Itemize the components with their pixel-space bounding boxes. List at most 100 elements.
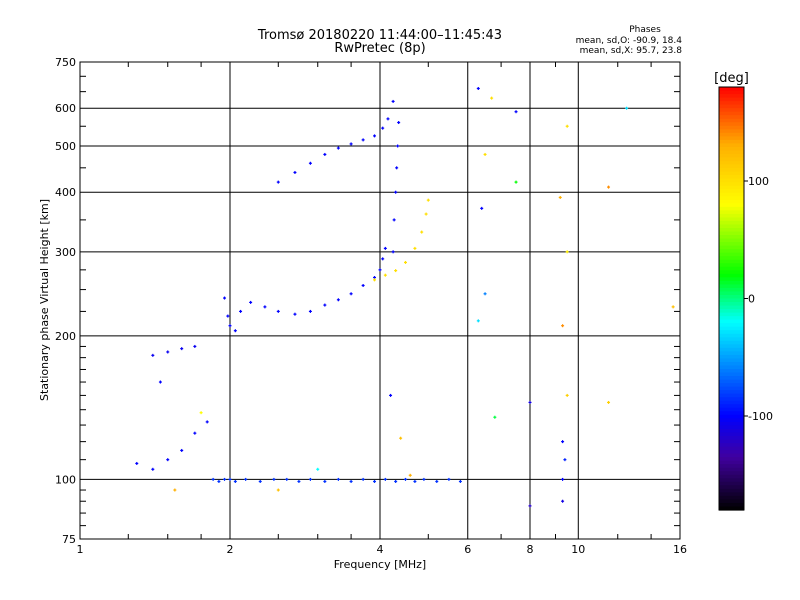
colorbar-band — [719, 150, 744, 155]
y-tick-label: 75 — [62, 533, 76, 546]
colorbar-band — [719, 446, 744, 451]
data-point — [205, 420, 209, 424]
data-markers — [135, 86, 675, 508]
colorbar-label: [deg] — [714, 71, 749, 86]
data-point — [476, 319, 480, 323]
x-tick-label: 10 — [571, 543, 585, 556]
data-point — [383, 273, 387, 277]
data-point — [528, 400, 532, 404]
data-point — [349, 479, 353, 483]
data-point — [396, 144, 400, 148]
data-point — [671, 305, 675, 309]
colorbar-band — [719, 372, 744, 377]
data-point — [151, 467, 155, 471]
colorbar-band — [719, 192, 744, 197]
x-tick-label: 8 — [527, 543, 534, 556]
y-tick-label: 600 — [55, 102, 76, 115]
colorbar-band — [719, 471, 744, 476]
data-point — [403, 477, 407, 481]
colorbar-band — [719, 224, 744, 229]
colorbar-band — [719, 115, 744, 120]
data-point — [308, 161, 312, 165]
data-point — [389, 393, 393, 397]
colorbar-band — [719, 101, 744, 106]
data-point — [297, 479, 301, 483]
data-point — [361, 283, 365, 287]
y-tick-label: 400 — [55, 186, 76, 199]
chart-subtitle: RwPretec (8p) — [334, 41, 425, 56]
data-point — [391, 99, 395, 103]
colorbar-band — [719, 256, 744, 261]
data-point — [373, 479, 377, 483]
phases-heading: Phases — [629, 25, 661, 35]
data-point — [381, 257, 385, 261]
colorbar-band — [719, 305, 744, 310]
colorbar-band — [719, 379, 744, 384]
colorbar-band — [719, 104, 744, 109]
colorbar-band — [719, 168, 744, 173]
data-point — [413, 479, 417, 483]
colorbar-band — [719, 263, 744, 268]
data-point — [158, 380, 162, 384]
colorbar-band — [719, 231, 744, 236]
y-tick-label: 300 — [55, 246, 76, 259]
data-point — [458, 479, 462, 483]
colorbar-band — [719, 238, 744, 243]
colorbar-band — [719, 185, 744, 190]
data-point — [514, 180, 518, 184]
colorbar-band — [719, 407, 744, 412]
colorbar-band — [719, 309, 744, 314]
colorbar-band — [719, 291, 744, 296]
data-point — [490, 96, 494, 100]
colorbar-band — [719, 464, 744, 469]
data-point — [308, 477, 312, 481]
data-point — [408, 473, 412, 477]
data-point — [483, 152, 487, 156]
colorbar-band — [719, 175, 744, 180]
colorbar-band — [719, 235, 744, 240]
colorbar-gradient — [719, 87, 744, 511]
colorbar-band — [719, 404, 744, 409]
colorbar-band — [719, 439, 744, 444]
colorbar-band — [719, 425, 744, 430]
colorbar-band — [719, 217, 744, 222]
colorbar-band — [719, 249, 744, 254]
data-point — [493, 415, 497, 419]
colorbar-band — [719, 411, 744, 416]
colorbar-band — [719, 242, 744, 247]
data-point — [336, 298, 340, 302]
colorbar-band — [719, 418, 744, 423]
data-point — [381, 126, 385, 130]
data-point — [276, 180, 280, 184]
data-point — [233, 479, 237, 483]
colorbar-band — [719, 280, 744, 285]
colorbar-band — [719, 118, 744, 123]
colorbar-band — [719, 365, 744, 370]
data-point — [263, 305, 267, 309]
data-point — [166, 350, 170, 354]
colorbar-band — [719, 196, 744, 201]
data-point — [373, 278, 377, 282]
colorbar-band — [719, 139, 744, 144]
data-point — [223, 296, 227, 300]
data-point — [394, 190, 398, 194]
data-point — [323, 152, 327, 156]
colorbar-band — [719, 178, 744, 183]
colorbar-band — [719, 376, 744, 381]
colorbar-band — [719, 485, 744, 490]
colorbar-band — [719, 421, 744, 426]
data-point — [383, 477, 387, 481]
data-point — [565, 250, 569, 254]
data-point — [422, 477, 426, 481]
colorbar-band — [719, 450, 744, 455]
colorbar-band — [719, 474, 744, 479]
data-point — [561, 440, 565, 444]
data-point — [476, 86, 480, 90]
data-point — [293, 170, 297, 174]
colorbar-band — [719, 228, 744, 233]
data-point — [394, 269, 398, 273]
colorbar-band — [719, 132, 744, 137]
colorbar-band — [719, 460, 744, 465]
data-point — [336, 146, 340, 150]
colorbar-tick-label: -100 — [748, 410, 773, 423]
